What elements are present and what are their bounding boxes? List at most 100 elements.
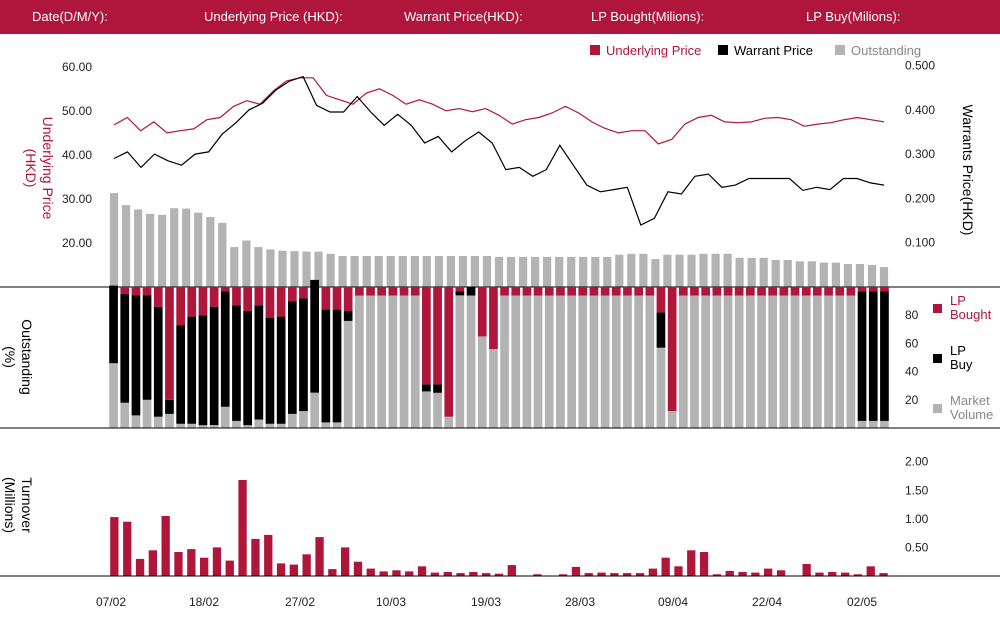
turnover-bar [815,572,824,576]
lp-bought-bar [422,287,431,385]
market-volume-bar [410,295,420,428]
lp-bought-bar [489,287,498,349]
outstanding-bar [543,256,552,287]
turnover-bar [135,558,145,576]
market-volume-bar [589,295,599,428]
turnover-bar [494,573,504,576]
lp-bought-bar [589,287,599,296]
right-y-tick: 0.100 [905,236,935,250]
x-axis-tick: 28/03 [565,595,595,609]
left-y-tick: 40.00 [62,148,92,162]
turnover-bar [366,568,375,576]
underlying-price-line [113,77,885,145]
market-volume-bar [757,295,766,428]
turnover-bar [456,573,465,576]
outstanding-bar [795,261,804,287]
lp-bought-bar [634,287,643,296]
outstanding-bar [230,247,239,287]
turnover-bar [610,573,619,576]
market-volume-bar [511,295,521,428]
outstanding-bar [218,222,227,287]
outstanding-bar [879,267,889,287]
lp-bought-bar [768,287,777,296]
turnover-bar [341,547,350,576]
market-volume-bar [254,419,264,428]
outstanding-bar [819,262,828,287]
outstanding-bar [807,261,816,287]
legend-label: Outstanding [851,43,921,58]
lp-buy-bar [310,279,319,393]
turnover-bar [558,574,568,576]
lp-buy-bar [265,318,275,424]
lp-bought-bar [522,287,532,296]
lp-bought-bar [779,287,789,296]
turnover-bar [161,516,170,576]
turnover-bar [148,550,157,576]
turnover-bar [802,564,811,576]
market-volume-bar [220,406,230,428]
right-y-tick: 0.300 [905,147,935,161]
turnover-y-tick: 2.00 [905,455,929,469]
outstanding-bar [109,193,119,287]
lp-bought-bar [444,287,454,417]
market-volume-bar [868,420,878,428]
turnover-bar [699,552,709,576]
outstanding-bar [326,253,335,287]
turnover-bar [533,574,542,576]
lp-bought-bar [254,287,264,306]
lp-bought-bar [801,287,811,296]
turnover-bar [674,566,683,576]
header-lp-bought-label: LP Bought(Milions): [591,9,705,24]
turnover-bar [648,568,657,576]
market-volume-bar [701,295,710,428]
outstanding-bar [723,253,732,287]
lp-bought-bar [343,287,353,311]
turnover-bar [725,570,734,576]
market-volume-bar [332,422,342,428]
turnover-bar [776,570,786,576]
lp-bought-bar [366,287,375,296]
outstanding-bar [831,262,840,287]
outstanding-bar [663,254,672,287]
outstanding-bar [771,260,780,287]
legend-label: Underlying Price [606,43,701,58]
lp-bought-bar [232,287,241,306]
outstanding-bar [470,256,479,287]
market-volume-bar [835,295,845,428]
turnover-bar [174,552,183,576]
x-axis-tick: 07/02 [96,595,126,609]
lp-bought-bar [187,287,197,317]
lp-buy-bar [176,325,185,424]
left-y-tick: 30.00 [62,192,92,206]
lp-y-tick: 40 [905,365,919,379]
outstanding-bar [675,254,684,287]
lp-bought-bar [288,287,297,302]
turnover-bar [866,566,875,576]
lp-buy-bar [109,285,118,364]
outstanding-bar [627,253,636,287]
turnover-bar [315,537,324,576]
lp-buy-bar [321,309,331,423]
outstanding-bar [711,253,720,287]
lp-bought-bar [690,287,699,296]
turnover-bar [187,549,196,576]
outstanding-bar [158,214,167,287]
turnover-bar [392,570,401,576]
market-volume-bar [679,295,688,428]
header-underlying-label: Underlying Price (HKD): [204,9,343,24]
lp-bought-bar [198,287,208,316]
lp-bought-bar [120,287,130,295]
turnover-bar [764,568,773,576]
legend-swatch [590,45,600,55]
market-volume-bar [813,295,822,428]
market-volume-bar [477,336,487,428]
x-axis-tick: 27/02 [285,595,315,609]
market-volume-bar [131,415,141,428]
lp-legend-label: Market Volume [950,393,993,422]
market-volume-bar [433,392,442,429]
lp-buy-bar [165,399,174,414]
outstanding-bar [146,213,155,287]
lp-bought-bar [477,287,487,337]
market-volume-bar [276,423,286,428]
turnover-bar [443,572,452,576]
